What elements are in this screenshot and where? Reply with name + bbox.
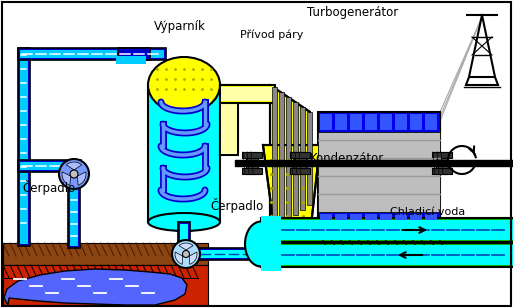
Bar [116,56,146,64]
Bar [68,168,80,248]
Polygon shape [4,269,187,305]
Bar [198,250,314,258]
Bar [294,152,306,174]
Bar [432,168,452,174]
Polygon shape [175,252,183,264]
Bar [18,48,30,246]
Bar [410,114,422,130]
Bar [20,50,28,244]
Bar [320,214,332,230]
Bar [263,245,513,265]
Bar [316,232,442,246]
Bar [380,214,392,230]
Circle shape [183,250,189,257]
Bar [180,224,188,258]
Bar [318,112,440,132]
Text: Čerpadlo: Čerpadlo [210,198,263,213]
Bar [335,214,347,230]
Ellipse shape [245,221,277,266]
Text: Přívod páry: Přívod páry [240,30,303,40]
Bar [290,152,310,158]
Bar [286,97,291,220]
Ellipse shape [148,57,220,113]
Circle shape [172,240,200,268]
Bar [425,114,437,130]
Bar [3,265,208,305]
Bar [335,114,347,130]
Circle shape [59,159,89,189]
Polygon shape [77,172,86,185]
Text: Chladicí voda: Chladicí voda [390,207,465,217]
Text: Výparník: Výparník [154,20,206,33]
Bar [18,160,81,172]
Bar [350,214,362,230]
Bar [261,243,513,267]
Bar [272,87,277,230]
Bar [242,168,262,174]
Polygon shape [62,172,70,185]
Bar [261,218,513,242]
Bar [20,162,79,170]
Bar [70,170,78,246]
Bar [221,87,274,101]
Polygon shape [270,85,310,232]
Bar [3,243,208,265]
Bar [178,248,190,260]
Bar [300,107,305,210]
Bar [307,112,312,205]
Bar [425,214,437,230]
Polygon shape [66,162,82,170]
Bar [365,214,377,230]
Bar [20,50,164,58]
Bar [220,85,275,103]
Bar [263,220,513,240]
Bar [178,222,190,260]
Bar [350,114,362,130]
Bar [196,248,316,260]
Bar [395,214,407,230]
Bar [18,48,166,60]
Bar [220,85,238,155]
Bar [118,48,150,60]
Bar [432,152,452,158]
Bar [293,102,298,215]
Circle shape [70,170,78,178]
Bar [320,114,332,130]
Bar [380,114,392,130]
Text: Kondenzátor: Kondenzátor [310,152,384,165]
Text: Turbogenerátor: Turbogenerátor [307,6,398,19]
Text: Čerpadlo: Čerpadlo [22,180,75,195]
Bar [436,152,448,174]
Bar [365,114,377,130]
Bar [242,152,262,158]
Bar [318,212,440,232]
Bar [235,160,513,166]
Bar [290,168,310,174]
Bar [318,132,440,212]
Bar [395,114,407,130]
Ellipse shape [148,213,220,231]
Polygon shape [189,252,197,264]
Bar [261,216,281,271]
Bar [279,92,284,225]
Bar [318,112,440,232]
Bar [246,152,258,174]
Bar [148,85,220,222]
Bar [410,214,422,230]
Bar [221,87,237,154]
Polygon shape [263,145,320,235]
Polygon shape [179,243,193,250]
